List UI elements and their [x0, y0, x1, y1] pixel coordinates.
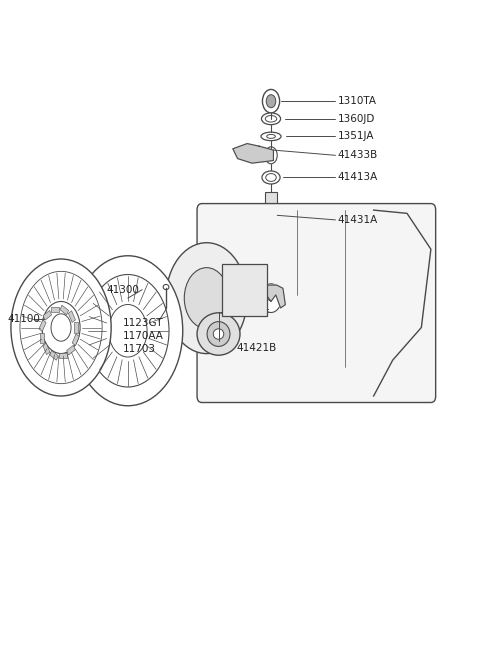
Circle shape — [184, 268, 229, 329]
Bar — [68, 311, 75, 322]
Text: 41421B: 41421B — [237, 343, 277, 353]
Text: 1123GF: 1123GF — [229, 309, 270, 320]
Ellipse shape — [213, 329, 224, 339]
Text: 41426: 41426 — [226, 298, 259, 308]
Ellipse shape — [163, 284, 169, 290]
Circle shape — [42, 301, 80, 354]
FancyBboxPatch shape — [197, 204, 436, 403]
Text: 41431A: 41431A — [338, 215, 378, 225]
Polygon shape — [233, 143, 274, 163]
Text: 1123GT
1170AA
11703: 1123GT 1170AA 11703 — [123, 318, 164, 354]
Bar — [51, 307, 59, 312]
Ellipse shape — [261, 132, 281, 141]
Ellipse shape — [267, 134, 276, 138]
Circle shape — [73, 255, 183, 405]
Bar — [43, 343, 50, 354]
Circle shape — [166, 243, 247, 354]
Text: 41100: 41100 — [7, 314, 40, 324]
Text: 1360JD: 1360JD — [338, 114, 375, 124]
Ellipse shape — [197, 313, 240, 355]
Polygon shape — [257, 285, 285, 308]
Text: 41413A: 41413A — [338, 172, 378, 183]
Bar — [40, 333, 44, 343]
Circle shape — [253, 301, 260, 310]
Circle shape — [263, 90, 280, 113]
Bar — [74, 322, 78, 333]
Circle shape — [108, 305, 147, 357]
Text: 41433B: 41433B — [338, 150, 378, 160]
Circle shape — [20, 271, 102, 384]
Bar — [265, 192, 277, 285]
Bar — [39, 320, 46, 331]
Circle shape — [255, 283, 263, 293]
Bar — [72, 334, 79, 346]
Circle shape — [11, 259, 111, 396]
Circle shape — [261, 284, 281, 312]
Ellipse shape — [207, 322, 230, 346]
Ellipse shape — [265, 115, 277, 122]
Text: 1310TA: 1310TA — [338, 96, 377, 106]
Bar — [59, 353, 67, 358]
Text: 41300: 41300 — [107, 285, 139, 295]
Text: 1351JA: 1351JA — [338, 132, 374, 141]
Circle shape — [229, 269, 236, 278]
Circle shape — [266, 95, 276, 107]
Ellipse shape — [262, 171, 280, 184]
Circle shape — [51, 314, 71, 341]
Bar — [67, 345, 75, 355]
Bar — [43, 310, 52, 320]
Circle shape — [265, 147, 277, 164]
Ellipse shape — [266, 174, 276, 181]
Bar — [60, 305, 69, 315]
Ellipse shape — [262, 113, 281, 124]
Bar — [50, 350, 58, 360]
Bar — [222, 263, 267, 316]
Circle shape — [87, 274, 169, 387]
